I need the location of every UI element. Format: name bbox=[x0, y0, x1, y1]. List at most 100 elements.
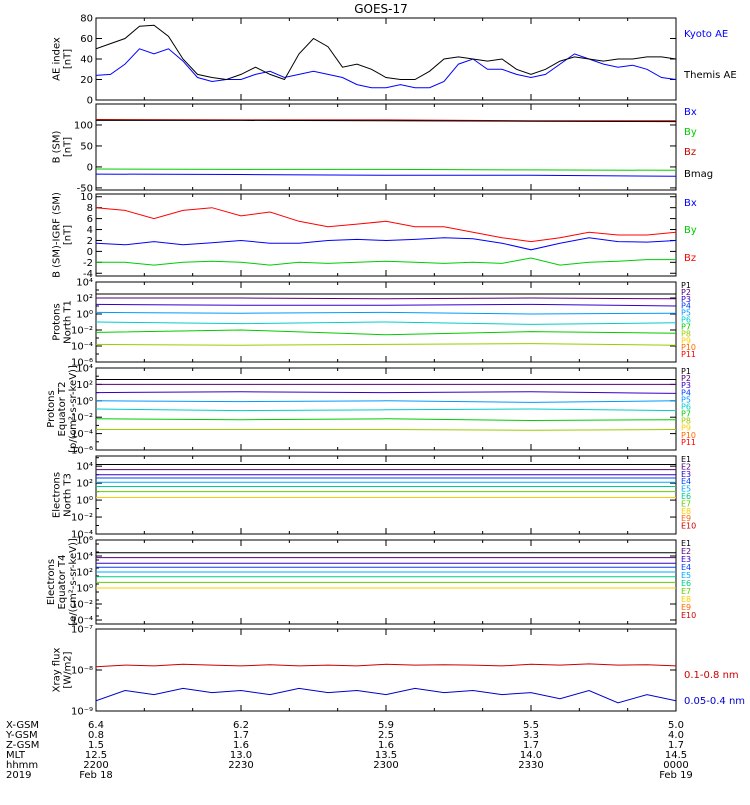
panel-protons_t2: 10⁻⁶ 10⁻⁴ 10⁻² 10⁰ 10² 10⁴ Protons Equator T2 [p… bbox=[46, 364, 696, 457]
series-line-1 bbox=[96, 297, 676, 300]
legend-entry: E5 bbox=[681, 485, 691, 494]
panel-ae: 0 20 40 60 80 AE index [nT] Kyoto AE Themis AE bbox=[52, 14, 737, 107]
y-tick-label: 0 bbox=[87, 162, 93, 173]
panel-b_sm: -50 0 50 100 B (SM) [nT] Bx By Bz Bmag bbox=[52, 103, 713, 194]
y-tick-label: 10⁻² bbox=[71, 413, 93, 424]
y-tick-label: 10⁴ bbox=[76, 364, 93, 375]
panel-xray: 10⁻⁹ 10⁻⁸ 10⁻⁷ Xray flux [W/m2] 0.1-0.8 nm 0.0… bbox=[52, 625, 746, 718]
legend-entry: E1 bbox=[681, 455, 691, 464]
y-tick-label: 80 bbox=[80, 14, 93, 25]
ephemeris-value: 1.6 bbox=[378, 740, 394, 751]
y-axis-label: Equator T2 bbox=[57, 382, 68, 437]
y-tick-label: 10² bbox=[76, 380, 93, 391]
ephemeris-value: 13.5 bbox=[375, 750, 397, 761]
series-line-2 bbox=[96, 391, 676, 394]
legend-entry: P9 bbox=[681, 336, 691, 345]
legend-entry: P5 bbox=[681, 395, 691, 404]
y-tick-label: 4 bbox=[87, 225, 93, 236]
y-tick-label: 10² bbox=[76, 479, 93, 490]
legend-entry: 0.05-0.4 nm bbox=[684, 696, 745, 707]
series-line-bmag bbox=[96, 119, 676, 123]
legend-entry: E4 bbox=[681, 563, 691, 572]
series-line-bx bbox=[96, 173, 676, 177]
series-line-4 bbox=[96, 408, 676, 412]
y-tick-label: 10⁰ bbox=[76, 584, 93, 595]
y-tick-label: 20 bbox=[80, 75, 93, 86]
series-line-5 bbox=[96, 329, 676, 336]
panel-protons_t1: 10⁻⁶ 10⁻⁴ 10⁻² 10⁰ 10² 10⁴ Protons North T1 P1P2… bbox=[52, 278, 697, 369]
series-line-bz bbox=[96, 119, 676, 122]
legend-entry: P10 bbox=[681, 343, 696, 352]
series-line-by bbox=[96, 257, 676, 266]
legend-entry: E3 bbox=[681, 470, 691, 479]
legend-entry: E7 bbox=[681, 587, 691, 596]
legend-entry: E2 bbox=[681, 547, 691, 556]
y-tick-label: 10⁻⁷ bbox=[71, 625, 93, 636]
y-axis-label: [nT] bbox=[63, 49, 74, 69]
y-tick-label: 0 bbox=[87, 247, 93, 258]
series-group bbox=[96, 379, 676, 431]
legend-entry: P7 bbox=[681, 322, 691, 331]
legend-entry: P11 bbox=[681, 438, 696, 447]
y-tick-label: 10⁰ bbox=[76, 496, 93, 507]
y-tick-label: 10⁻⁶ bbox=[71, 358, 93, 369]
legend-entry: E7 bbox=[681, 499, 691, 508]
legend-entry: E3 bbox=[681, 555, 691, 564]
ephemeris-value: 0.8 bbox=[88, 730, 104, 741]
ephemeris-value: 1.7 bbox=[233, 730, 249, 741]
y-tick-label: 10⁻⁴ bbox=[71, 429, 93, 440]
legend-entry: P2 bbox=[681, 288, 691, 297]
legend-entry: E9 bbox=[681, 603, 691, 612]
ephemeris-value: 4.0 bbox=[668, 730, 684, 741]
series-group bbox=[96, 119, 676, 177]
y-tick-label: 2 bbox=[87, 236, 93, 247]
y-tick-label: 100 bbox=[74, 120, 93, 131]
panel-frame bbox=[95, 367, 677, 451]
series-group bbox=[96, 24, 676, 89]
legend-entry: P10 bbox=[681, 431, 696, 440]
series-line-0-1-0-8-nm bbox=[96, 663, 676, 668]
legend-entry: P8 bbox=[681, 417, 691, 426]
ephemeris-value: 1.7 bbox=[523, 740, 539, 751]
legend-entry: P2 bbox=[681, 374, 691, 383]
series-line-3 bbox=[96, 400, 676, 403]
ephemeris-value: 14.5 bbox=[665, 750, 687, 761]
legend-entry: P3 bbox=[681, 295, 691, 304]
series-line-kyoto-ae bbox=[96, 48, 676, 89]
y-axis-label: Equator T4 bbox=[57, 555, 68, 610]
y-tick-label: 60 bbox=[80, 34, 93, 45]
y-axis-label: B (SM)-IGRF (SM) bbox=[52, 192, 63, 278]
legend-entry: P1 bbox=[681, 281, 691, 290]
ephemeris-value: Feb 19 bbox=[659, 770, 693, 781]
legend-entry: 0.1-0.8 nm bbox=[684, 670, 739, 681]
panel-electrons_t3: 10⁻⁴ 10⁻² 10⁰ 10² 10⁴ Electrons North T3 E1E2E3… bbox=[52, 455, 697, 541]
y-axis-label: [e/(cm²-s-sr-keV)] bbox=[68, 538, 79, 626]
plot-title: GOES-17 bbox=[354, 2, 408, 16]
y-axis-label: [nT] bbox=[63, 137, 74, 157]
y-tick-label: 8 bbox=[87, 203, 93, 214]
legend-entry: P11 bbox=[681, 350, 696, 359]
legend-entry: E8 bbox=[681, 507, 691, 516]
ephemeris-row-label: MLT bbox=[6, 750, 26, 761]
y-axis-label: North T3 bbox=[63, 473, 74, 517]
ephemeris-value: 2300 bbox=[373, 760, 398, 771]
legend-entry: P5 bbox=[681, 309, 691, 318]
legend-entry: P3 bbox=[681, 381, 691, 390]
y-tick-label: 50 bbox=[80, 141, 93, 152]
y-axis-label: [W/m2] bbox=[63, 651, 74, 688]
legend-entry: Themis AE bbox=[683, 70, 737, 81]
ephemeris-value: 1.7 bbox=[668, 740, 684, 751]
legend-entry: E10 bbox=[681, 611, 696, 620]
y-tick-label: 10⁻⁴ bbox=[71, 530, 93, 541]
legend-entry: P4 bbox=[681, 302, 691, 311]
y-tick-label: -50 bbox=[77, 183, 93, 194]
y-axis-label: [nT] bbox=[63, 225, 74, 245]
ephemeris-value: 2.5 bbox=[378, 730, 394, 741]
y-tick-label: 0 bbox=[87, 96, 93, 107]
legend-entry: P1 bbox=[681, 367, 691, 376]
ephemeris-value: Feb 18 bbox=[79, 770, 113, 781]
ephemeris-row-label: Z-GSM bbox=[6, 740, 39, 751]
ephemeris-value: 2330 bbox=[518, 760, 543, 771]
